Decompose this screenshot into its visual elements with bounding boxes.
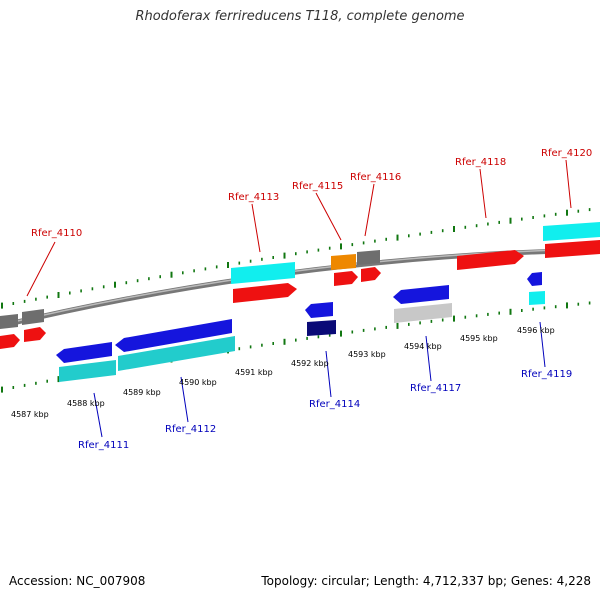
genome-summary-text: Topology: circular; Length: 4,712,337 bp… [261,574,591,588]
gene-label-rfer-4118[interactable]: Rfer_4118 [455,157,506,168]
gene-rfer-4114-blue-arrow[interactable] [305,302,333,318]
upper-scale-ticks [1,208,591,309]
scale-labels: 4587 kbp 4588 kbp 4589 kbp 4590 kbp 4591… [11,326,555,419]
gene-rfer-4109-grey-block[interactable] [0,314,18,329]
scale-label: 4587 kbp [11,410,49,419]
gene-rfer-4116-red-arrow[interactable] [361,267,381,282]
gene-label-rfer-4119[interactable]: Rfer_4119 [521,369,572,380]
scale-label: 4588 kbp [67,399,105,408]
top-label-connectors [26,159,572,297]
scale-label: 4595 kbp [460,334,498,343]
connector-rfer-4112 [180,376,189,423]
scale-label: 4593 kbp [348,350,386,359]
gene-rfer-4110-grey-block[interactable] [22,309,44,325]
connector-rfer-4113 [251,203,261,253]
scale-label: 4596 kbp [517,326,555,335]
bottom-gene-labels: Rfer_4111 Rfer_4112 Rfer_4114 Rfer_4117 … [78,369,572,451]
gene-label-rfer-4113[interactable]: Rfer_4113 [228,192,279,203]
gene-rfer-4114-navy-block[interactable] [307,320,336,336]
gene-rfer-4120-cyan-block[interactable] [543,222,600,241]
gene-rfer-4109-red-arrow[interactable] [0,334,20,349]
gene-label-rfer-4116[interactable]: Rfer_4116 [350,172,401,183]
connector-rfer-4110 [26,241,56,297]
gene-rfer-4117-blue-arrow[interactable] [393,285,449,304]
gene-rfer-4119-blue-arrow[interactable] [527,272,542,286]
connector-rfer-4111 [93,392,103,438]
gene-rfer-4113-cyan-block[interactable] [231,262,295,284]
gene-label-rfer-4111[interactable]: Rfer_4111 [78,440,129,451]
gene-label-rfer-4117[interactable]: Rfer_4117 [410,383,461,394]
connector-rfer-4116 [364,183,375,237]
scale-label: 4594 kbp [404,342,442,351]
gene-rfer-4113-red-arrow[interactable] [233,283,297,303]
connector-rfer-4118 [479,168,487,219]
bottom-strand-features [56,272,545,382]
gene-rfer-4120-red-block[interactable] [545,240,600,258]
scale-label: 4589 kbp [123,388,161,397]
gene-rfer-4115-orange-block[interactable] [331,254,356,270]
accession-text: Accession: NC_007908 [9,574,146,588]
gene-rfer-4116-grey-block[interactable] [357,250,380,265]
gene-rfer-4112-dark-cyan-block[interactable] [118,336,235,371]
gene-label-rfer-4115[interactable]: Rfer_4115 [292,181,343,192]
gene-rfer-4118-red-arrow[interactable] [457,250,524,270]
gene-rfer-4117-light-grey-block[interactable] [394,303,452,323]
gene-label-rfer-4114[interactable]: Rfer_4114 [309,399,360,410]
gene-rfer-4112-blue-arrow[interactable] [115,319,232,352]
connector-rfer-4119 [539,321,546,368]
genome-title: Rhodoferax ferrireducens T118, complete … [135,9,465,24]
gene-label-rfer-4110[interactable]: Rfer_4110 [31,228,82,239]
gene-rfer-4111-dark-cyan-block[interactable] [59,360,116,382]
gene-rfer-4119-cyan-block[interactable] [529,291,545,305]
top-strand-features [0,222,600,349]
gene-rfer-4111-blue-arrow[interactable] [56,342,112,363]
scale-label: 4590 kbp [179,378,217,387]
connector-rfer-4117 [425,335,432,382]
gene-rfer-4110-red-arrow[interactable] [24,327,46,342]
gene-label-rfer-4112[interactable]: Rfer_4112 [165,424,216,435]
scale-label: 4591 kbp [235,368,273,377]
connector-rfer-4120 [565,159,572,209]
scale-label: 4592 kbp [291,359,329,368]
gene-rfer-4115-red-arrow[interactable] [334,271,358,286]
connector-rfer-4115 [315,192,342,241]
bottom-label-connectors [93,321,546,438]
top-gene-labels: Rfer_4110 Rfer_4113 Rfer_4115 Rfer_4116 … [31,148,592,239]
connector-rfer-4114 [325,350,332,398]
gene-label-rfer-4120[interactable]: Rfer_4120 [541,148,592,159]
